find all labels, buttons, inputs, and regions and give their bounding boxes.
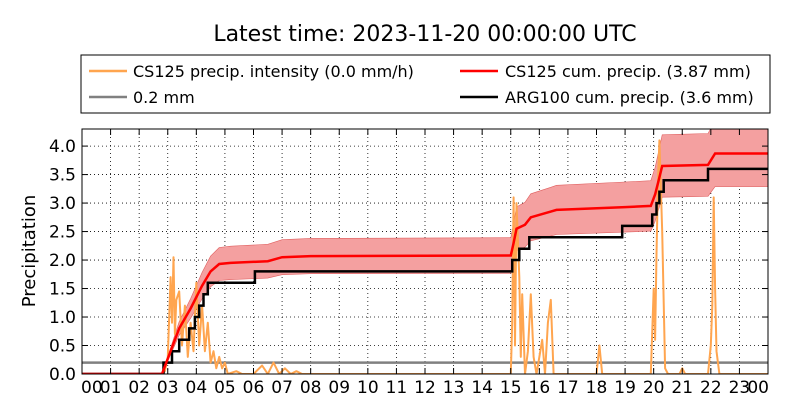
legend-box xyxy=(80,54,771,114)
y-tick-label: 4.0 xyxy=(49,137,76,157)
x-tick-label: 14 xyxy=(471,378,493,398)
y-tick-label: 3.0 xyxy=(49,194,76,214)
x-tick-label: 00 xyxy=(81,378,103,398)
legend-label-intensity: CS125 precip. intensity (0.0 mm/h) xyxy=(133,62,414,81)
x-tick-label: 15 xyxy=(500,378,522,398)
x-tick-label: 21 xyxy=(671,378,693,398)
x-tick-label: 23 xyxy=(729,378,751,398)
x-tick-label: 01 xyxy=(100,378,122,398)
cs125-cumulative-line xyxy=(82,152,768,374)
x-tick-label: 06 xyxy=(243,378,265,398)
x-tick-label: 08 xyxy=(300,378,322,398)
y-axis-label: Precipitation xyxy=(19,195,40,308)
x-tick-label: 19 xyxy=(614,378,636,398)
y-tick-label: 2.5 xyxy=(49,223,76,243)
x-tick-label: 07 xyxy=(271,378,293,398)
x-tick-label: 10 xyxy=(357,378,379,398)
x-tick-label: 18 xyxy=(586,378,608,398)
x-tick-label: 12 xyxy=(414,378,436,398)
legend-label-cs125-cumulative: CS125 cum. precip. (3.87 mm) xyxy=(505,62,751,81)
x-tick-label: 03 xyxy=(157,378,179,398)
x-tick-label: 04 xyxy=(186,378,208,398)
plot-series-group xyxy=(82,129,768,374)
chart-title: Latest time: 2023-11-20 00:00:00 UTC xyxy=(213,22,636,47)
legend-label-arg100-cumulative: ARG100 cum. precip. (3.6 mm) xyxy=(505,88,754,107)
x-tick-label: 00 xyxy=(747,378,769,398)
x-tick-label: 05 xyxy=(214,378,236,398)
x-tick-label: 02 xyxy=(128,378,150,398)
x-tick-label: 09 xyxy=(328,378,350,398)
cs125-uncertainty-band xyxy=(82,129,768,374)
x-tick-label: 22 xyxy=(700,378,722,398)
y-tick-label: 0.0 xyxy=(49,365,76,385)
x-tick-label: 16 xyxy=(529,378,551,398)
x-tick-label: 20 xyxy=(643,378,665,398)
y-tick-label: 0.5 xyxy=(49,337,76,357)
x-tick-label: 11 xyxy=(386,378,408,398)
arg100-cumulative-line xyxy=(82,167,768,374)
legend-label-threshold: 0.2 mm xyxy=(133,88,195,107)
y-tick-label: 3.5 xyxy=(49,166,76,186)
y-tick-label: 1.0 xyxy=(49,308,76,328)
y-tick-label: 1.5 xyxy=(49,280,76,300)
x-tick-label: 17 xyxy=(557,378,579,398)
x-tick-label: 13 xyxy=(443,378,465,398)
y-tick-label: 2.0 xyxy=(49,251,76,271)
